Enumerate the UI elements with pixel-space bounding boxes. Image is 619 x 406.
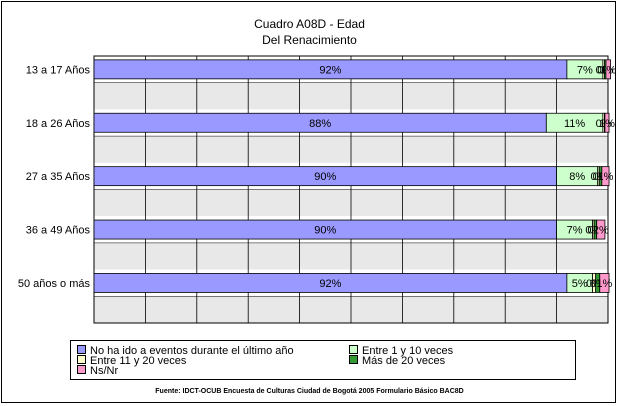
category-label-4: 50 años o más <box>18 278 91 290</box>
legend-swatch-0 <box>77 345 86 354</box>
legend-label-2: Entre 11 y 20 veces <box>90 355 187 367</box>
legend-swatch-1 <box>349 345 358 354</box>
data-label-1-1: 11% <box>564 118 585 130</box>
bar-4-2 <box>601 166 610 187</box>
data-label-0-1: 88% <box>309 118 331 130</box>
legend-item-3: Más de 20 veces <box>349 355 445 367</box>
legend-label-0: No ha ido a eventos durante el último añ… <box>90 345 294 357</box>
legend-label-3: Más de 20 veces <box>362 355 446 367</box>
legend-label-4: Ns/Nr <box>90 365 119 377</box>
data-label-4-0: 1% <box>600 64 616 76</box>
category-label-1: 18 a 26 Años <box>26 118 91 130</box>
category-label-0: 13 a 17 Años <box>26 64 91 76</box>
data-label-0-4: 92% <box>319 278 341 290</box>
legend-item-1: Entre 1 y 10 veces <box>349 345 453 357</box>
legend-swatch-4 <box>77 365 86 374</box>
bar-4-3 <box>596 219 606 240</box>
plot-border <box>93 55 609 324</box>
source-note: Fuente: IDCT-OCUB Encuesta de Culturas C… <box>155 388 464 395</box>
category-label-3: 36 a 49 Años <box>26 225 91 237</box>
data-label-4-4: 1% <box>596 278 612 290</box>
legend-label-1: Entre 1 y 10 veces <box>362 345 454 357</box>
legend: No ha ido a eventos durante el último añ… <box>70 340 576 380</box>
data-label-1-2: 8% <box>569 171 585 183</box>
legend-item-0: No ha ido a eventos durante el último añ… <box>77 345 294 357</box>
bar-4-0 <box>605 59 611 80</box>
legend-swatch-3 <box>349 355 358 364</box>
legend-swatch-2 <box>77 355 86 364</box>
category-label-2: 27 a 35 Años <box>26 171 91 183</box>
data-label-1-3: 7% <box>567 225 583 237</box>
legend-item-2: Entre 11 y 20 veces <box>77 355 186 367</box>
data-label-1-0: 7% <box>577 64 593 76</box>
data-label-4-2: 1% <box>597 171 613 183</box>
chart-subtitle: Del Renacimiento <box>262 33 357 47</box>
bar-4-1 <box>604 112 610 133</box>
data-label-4-1: 1% <box>599 118 615 130</box>
chart-title: Cuadro A08D - Edad <box>254 17 365 31</box>
legend-item-4: Ns/Nr <box>77 365 118 377</box>
data-label-0-0: 92% <box>319 64 341 76</box>
data-label-1-4: 5% <box>572 278 588 290</box>
data-label-0-3: 90% <box>314 225 336 237</box>
bar-4-4 <box>599 273 610 293</box>
data-label-4-3: 2% <box>593 225 609 237</box>
data-label-0-2: 90% <box>314 171 336 183</box>
